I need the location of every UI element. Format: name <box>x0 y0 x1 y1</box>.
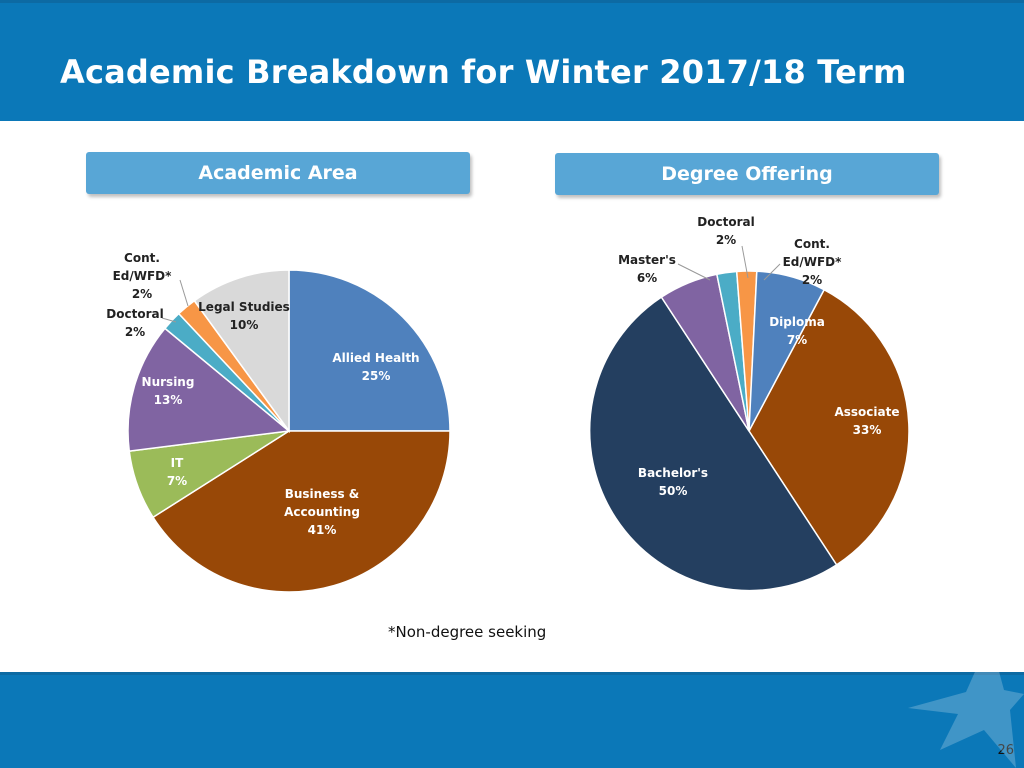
data-label-bachelor-s: Bachelor's 50% <box>638 466 708 498</box>
data-label-legal-studies: Legal Studies 10% <box>198 300 290 332</box>
header-bar: Academic Breakdown for Winter 2017/18 Te… <box>0 0 1024 121</box>
footnote: *Non-degree seeking <box>388 623 547 641</box>
data-label-business-accounting: Business & Accounting 41% <box>284 487 360 537</box>
academic-area-label: Academic Area <box>86 152 470 194</box>
page-title: Academic Breakdown for Winter 2017/18 Te… <box>60 53 907 91</box>
page-number: 26 <box>997 743 1014 758</box>
pie-slice-allied-health <box>288 269 451 432</box>
footer-bar: 26 <box>0 672 1024 768</box>
pie-slice-diploma <box>748 270 826 432</box>
data-label-it: IT 7% <box>167 456 187 488</box>
pie-slice-nursing <box>127 327 291 453</box>
data-label-nursing: Nursing 13% <box>142 375 195 407</box>
leader-line-cont-ed-wfd <box>179 279 189 307</box>
data-label-diploma: Diploma 7% <box>769 315 825 347</box>
data-label-doctoral: Doctoral 2% <box>697 215 754 247</box>
pie-slice-legal-studies <box>193 269 290 434</box>
pie-slice-business-accounting <box>152 430 451 593</box>
pie-slice-associate <box>748 288 910 566</box>
degree-offering-label: Degree Offering <box>555 153 939 195</box>
pie-slice-bachelor-s <box>588 296 838 592</box>
data-label-associate: Associate 33% <box>834 405 899 437</box>
data-label-master-s: Master's 6% <box>618 253 676 285</box>
leader-line-cont-ed-wfd <box>763 263 781 281</box>
data-label-cont-ed-wfd: Cont. Ed/WFD* 2% <box>113 251 173 301</box>
leader-line-doctoral <box>161 317 177 323</box>
leader-line-master-s <box>677 263 711 281</box>
data-label-doctoral: Doctoral 2% <box>106 307 163 339</box>
academic-area-pie: Allied Health 25% Business & Accounting 41% I… <box>106 251 451 593</box>
degree-offering-pie: Associate 33% Bachelor's 50% Master's 6% Docto… <box>588 215 910 592</box>
data-label-allied-health: Allied Health 25% <box>332 351 419 383</box>
leader-line-doctoral <box>741 245 749 279</box>
data-label-cont-ed-wfd: Cont. Ed/WFD* 2% <box>783 237 843 287</box>
